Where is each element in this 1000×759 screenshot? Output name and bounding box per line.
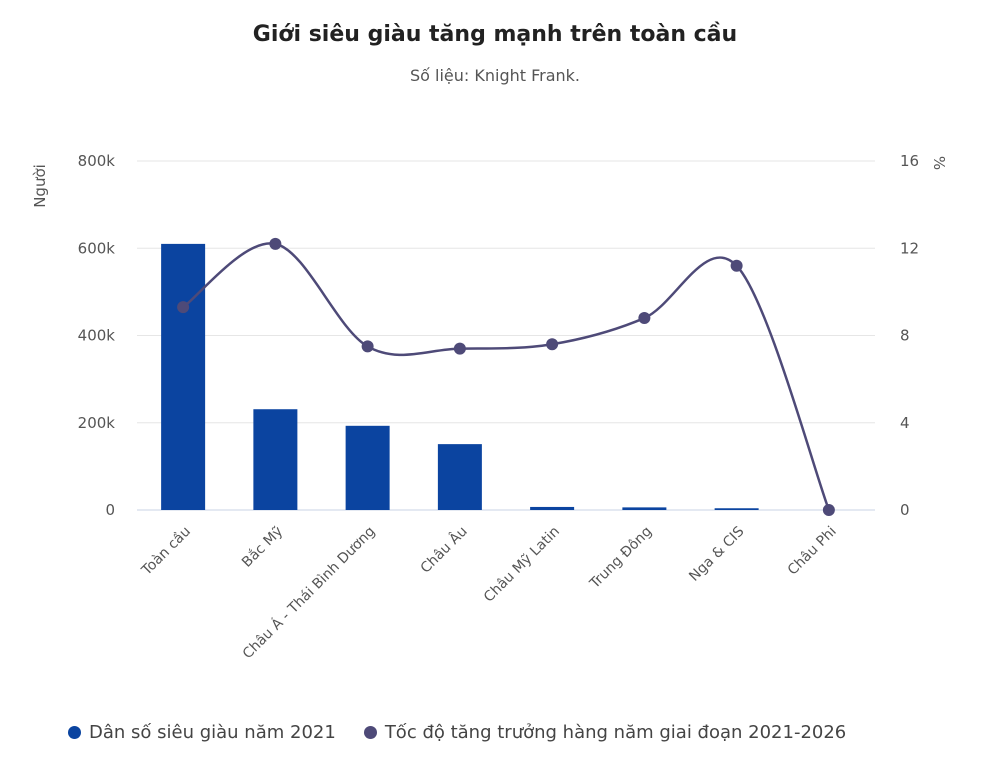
x-tick-label: Nga & CIS <box>686 523 747 584</box>
x-tick-label: Trung Đông <box>586 524 655 593</box>
legend: Dân số siêu giàu năm 2021 Tốc độ tăng tr… <box>68 722 846 743</box>
y-left-tick-label: 400k <box>78 327 116 345</box>
y-left-tick-label: 0 <box>105 501 115 519</box>
x-tick-label: Châu Âu <box>416 522 470 576</box>
bar <box>161 243 206 510</box>
y-right-tick-label: 4 <box>900 414 910 432</box>
line-point <box>361 340 374 353</box>
legend-label: Tốc độ tăng trưởng hàng năm giai đoạn 20… <box>384 722 847 743</box>
bar <box>437 444 482 510</box>
y-left-tick-label: 200k <box>78 414 116 432</box>
legend-marker <box>68 726 81 739</box>
y-right-tick-label: 0 <box>900 501 910 519</box>
y-right-axis-label: % <box>930 156 948 170</box>
bar <box>345 425 390 510</box>
y-right-tick-label: 16 <box>900 152 919 170</box>
line-point <box>822 504 835 516</box>
line-point <box>638 312 651 325</box>
x-tick-label: Châu Mỹ Latin <box>481 524 563 606</box>
chart-subtitle: Số liệu: Knight Frank. <box>409 66 581 85</box>
x-tick-label: Bắc Mỹ <box>238 523 286 571</box>
y-right-tick-label: 12 <box>900 239 919 257</box>
line-point <box>269 237 282 250</box>
series-line <box>182 242 831 511</box>
bar <box>253 409 298 510</box>
line-point <box>730 259 743 272</box>
bar <box>714 508 759 510</box>
legend-item-line[interactable]: Tốc độ tăng trưởng hàng năm giai đoạn 20… <box>363 722 847 743</box>
x-tick-label: Toàn cầu <box>138 524 194 580</box>
x-tick-label: Châu Phi <box>785 524 840 579</box>
y-left-tick-label: 800k <box>78 152 116 170</box>
y-left-tick-label: 600k <box>78 239 116 257</box>
y-right-tick-label: 8 <box>900 327 910 345</box>
y-left-axis-label: Người <box>31 164 49 208</box>
line-point <box>453 342 466 355</box>
legend-label: Dân số siêu giàu năm 2021 <box>89 722 336 743</box>
line-point <box>177 301 190 314</box>
chart-title: Giới siêu giàu tăng mạnh trên toàn cầu <box>252 22 738 47</box>
legend-item-bars[interactable]: Dân số siêu giàu năm 2021 <box>68 722 336 743</box>
bar <box>530 506 575 510</box>
bar <box>622 507 667 510</box>
legend-marker <box>363 726 377 739</box>
line-point <box>546 338 559 351</box>
